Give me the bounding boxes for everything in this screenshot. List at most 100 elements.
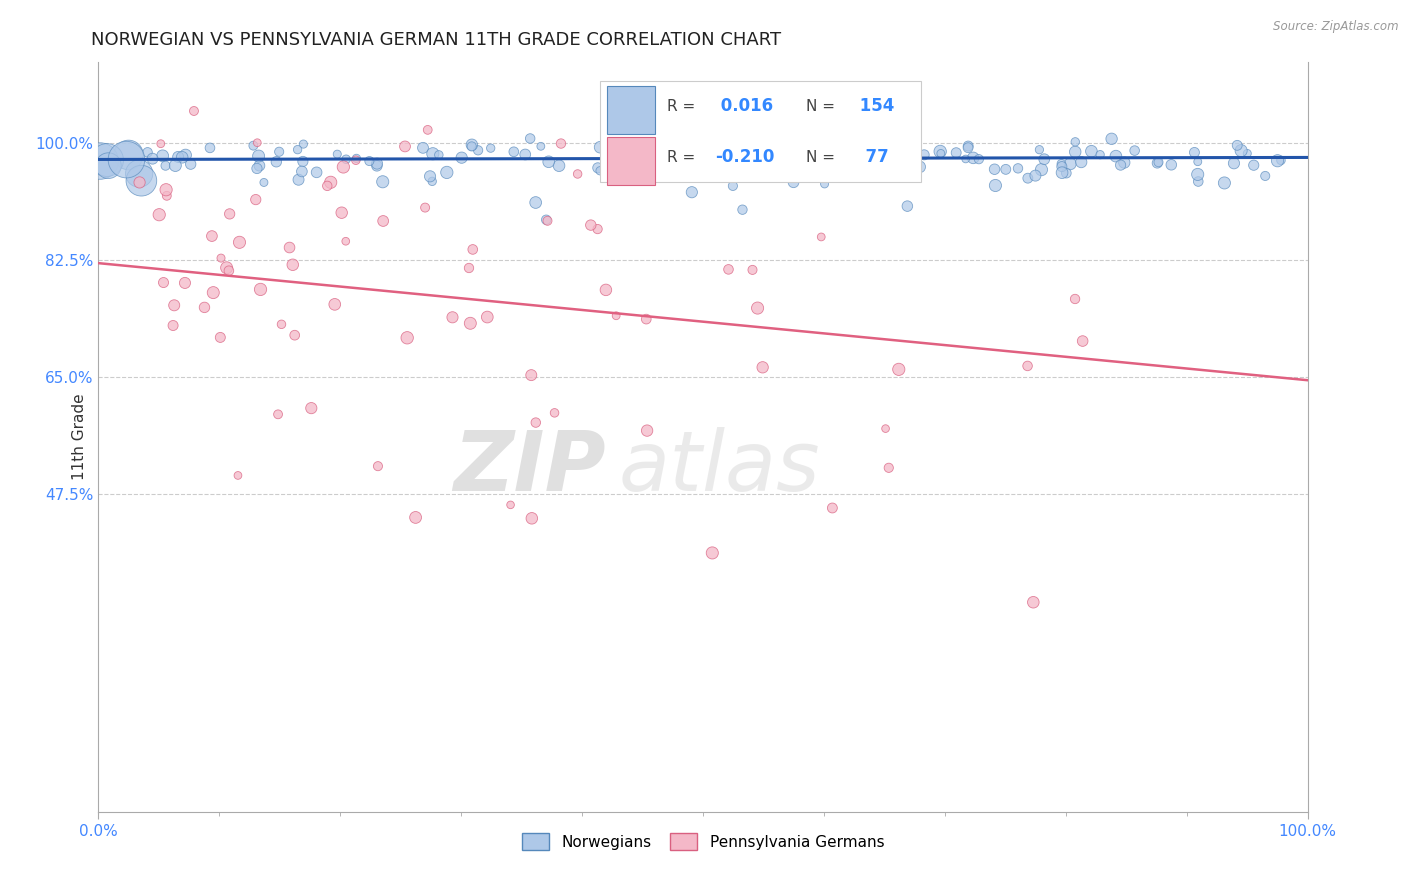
- Point: [373, 214, 395, 228]
- Point: [419, 169, 441, 184]
- Point: [162, 318, 184, 333]
- Point: [605, 309, 627, 323]
- Point: [502, 145, 524, 159]
- Point: [167, 150, 190, 164]
- Point: [284, 328, 307, 343]
- Point: [658, 138, 681, 153]
- Point: [152, 276, 174, 290]
- Point: [595, 283, 617, 297]
- Point: [634, 169, 657, 183]
- Point: [1054, 166, 1077, 180]
- Point: [461, 139, 484, 153]
- Point: [903, 154, 925, 169]
- Point: [1267, 153, 1289, 168]
- Point: [305, 165, 328, 179]
- Point: [589, 163, 612, 178]
- Point: [1050, 157, 1073, 171]
- Point: [652, 170, 675, 185]
- Point: [586, 222, 609, 236]
- Point: [461, 243, 484, 257]
- Point: [520, 368, 543, 383]
- Point: [202, 285, 225, 300]
- Point: [589, 140, 612, 154]
- Point: [172, 150, 194, 164]
- Point: [148, 208, 170, 222]
- Point: [1088, 147, 1111, 161]
- Point: [1187, 154, 1209, 169]
- Point: [779, 137, 801, 152]
- Point: [1059, 157, 1081, 171]
- Point: [291, 164, 314, 178]
- Text: atlas: atlas: [619, 426, 820, 508]
- Text: 77: 77: [855, 148, 889, 166]
- Point: [875, 421, 897, 435]
- Point: [665, 144, 688, 158]
- Point: [335, 234, 357, 248]
- Text: R =: R =: [666, 150, 700, 164]
- Point: [957, 139, 980, 153]
- Point: [1213, 176, 1236, 190]
- Point: [193, 301, 215, 315]
- Point: [359, 154, 381, 169]
- Point: [405, 510, 427, 524]
- Point: [287, 143, 309, 157]
- Point: [117, 148, 139, 162]
- Point: [141, 152, 163, 166]
- Point: [586, 161, 609, 175]
- Point: [247, 149, 270, 163]
- Point: [636, 312, 658, 326]
- Point: [823, 151, 845, 165]
- Point: [1184, 145, 1206, 160]
- Point: [323, 297, 346, 311]
- Point: [595, 144, 617, 158]
- Point: [152, 149, 174, 163]
- Point: [436, 165, 458, 179]
- Text: -0.210: -0.210: [716, 148, 775, 166]
- Point: [515, 147, 537, 161]
- Point: [1033, 152, 1056, 166]
- Point: [1064, 135, 1087, 149]
- Text: 0.016: 0.016: [716, 97, 773, 115]
- Point: [810, 230, 832, 244]
- Legend: Norwegians, Pennsylvania Germans: Norwegians, Pennsylvania Germans: [516, 827, 890, 856]
- Point: [742, 141, 765, 155]
- Point: [605, 155, 627, 169]
- Point: [1223, 156, 1246, 170]
- Point: [813, 177, 835, 191]
- Point: [450, 151, 472, 165]
- Point: [945, 145, 967, 160]
- Point: [246, 136, 269, 150]
- Point: [662, 159, 685, 173]
- Point: [1017, 171, 1039, 186]
- Point: [332, 160, 354, 174]
- Point: [299, 401, 322, 416]
- Point: [524, 416, 547, 430]
- Point: [882, 130, 904, 145]
- Point: [1031, 162, 1053, 177]
- Point: [155, 183, 177, 197]
- Point: [242, 138, 264, 153]
- Point: [1028, 143, 1050, 157]
- Point: [524, 195, 547, 210]
- Point: [1236, 146, 1258, 161]
- Point: [180, 157, 202, 171]
- Point: [967, 152, 990, 166]
- Point: [675, 128, 697, 142]
- Point: [962, 151, 984, 165]
- Point: [821, 500, 844, 515]
- Point: [281, 258, 304, 272]
- Point: [416, 123, 439, 137]
- Point: [929, 145, 952, 159]
- Point: [1080, 145, 1102, 159]
- Point: [136, 145, 159, 160]
- Point: [499, 498, 522, 512]
- Point: [1070, 155, 1092, 169]
- Point: [249, 282, 271, 296]
- Point: [420, 174, 443, 188]
- Point: [174, 276, 197, 290]
- Point: [1109, 158, 1132, 172]
- Point: [249, 159, 271, 173]
- Point: [326, 147, 349, 161]
- Point: [292, 137, 315, 152]
- Text: Source: ZipAtlas.com: Source: ZipAtlas.com: [1274, 20, 1399, 33]
